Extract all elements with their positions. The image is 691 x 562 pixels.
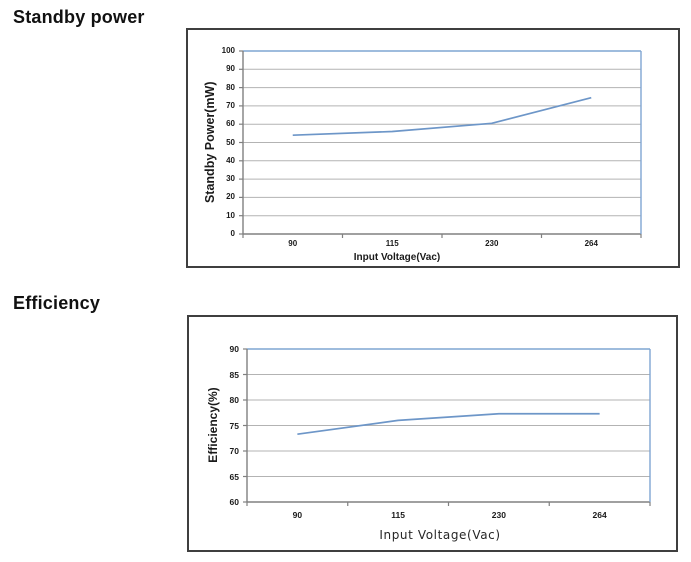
series-line [292,96,592,137]
x-axis-title: Input Voltage(Vac) [353,252,441,263]
x-tick-label: 230 [491,510,506,520]
x-axis-title: Input Voltage(Vac) [379,528,501,542]
x-tick-label: 230 [485,239,499,248]
y-tick-label: 90 [226,64,235,74]
y-tick-label: 60 [229,497,239,507]
y-tick-label: 0 [230,229,235,238]
y-tick-label: 80 [226,82,235,92]
section-title-efficiency: Efficiency [13,293,101,313]
efficiency-chart: 60 65 70 75 80 85 90 90 115 230 264 Input Voltage(V… [187,315,678,552]
y-tick-label: 70 [229,446,239,456]
y-tick-label: 65 [229,471,239,482]
x-tick-label: 264 [584,239,598,248]
x-tick-label: 264 [592,510,607,520]
y-tick-label: 60 [226,119,235,129]
y-tick-label: 80 [229,395,239,405]
y-tick-label: 10 [226,210,235,220]
x-tick-label: 90 [292,510,303,520]
y-tick-label: 30 [226,174,235,184]
y-tick-label: 85 [229,369,239,380]
standby-power-chart: 0 10 20 30 40 50 60 70 80 90 100 90 115 230 264 Input V… [186,28,680,268]
x-tick-label: 115 [391,510,405,520]
y-axis-title: Efficiency(%) [206,386,220,463]
y-tick-label: 75 [229,420,239,431]
y-axis-title: Standby Power(mW) [202,80,217,203]
y-tick-label: 70 [226,100,235,110]
section-title-standby-power: Standby power [13,7,145,27]
series-line [297,412,600,436]
y-tick-label: 40 [226,155,235,165]
y-tick-label: 50 [226,137,235,147]
plot-area-0 [239,50,642,238]
plot-area-1 [243,348,651,506]
y-tick-label: 20 [226,192,235,202]
y-tick-label: 90 [229,344,239,354]
x-tick-label: 115 [385,239,399,248]
x-tick-label: 90 [288,239,298,248]
y-tick-label: 100 [221,46,235,55]
